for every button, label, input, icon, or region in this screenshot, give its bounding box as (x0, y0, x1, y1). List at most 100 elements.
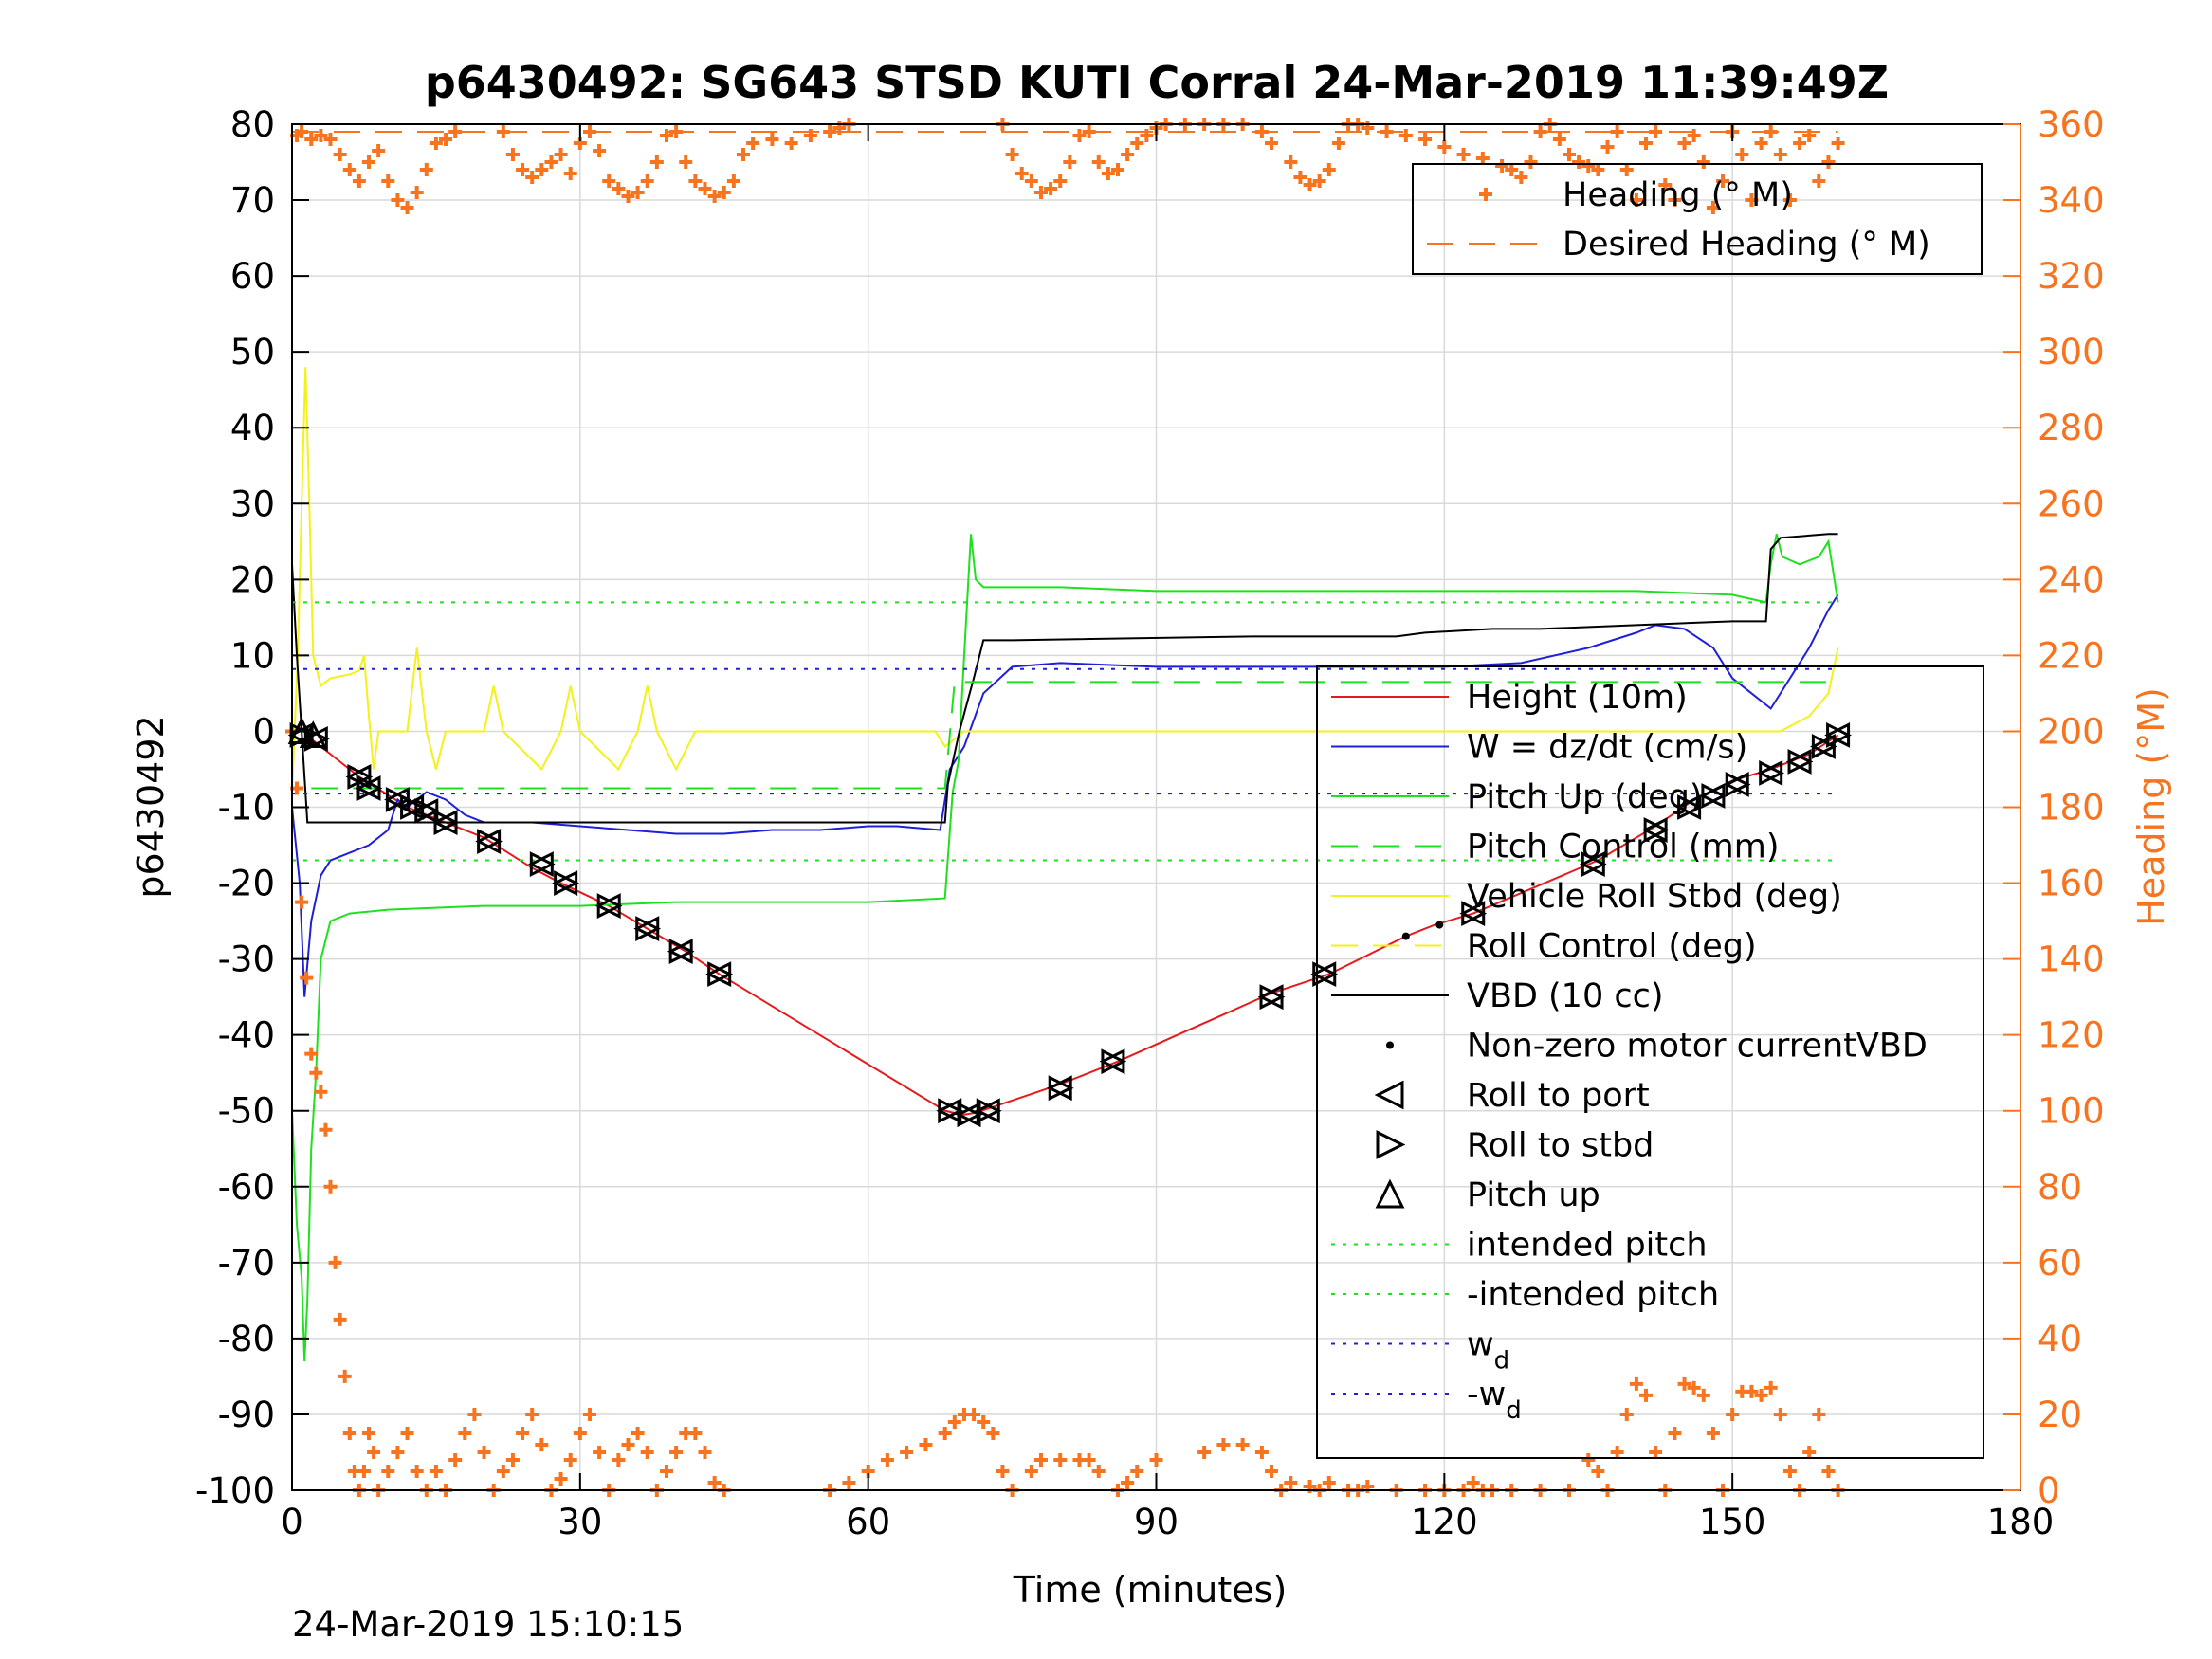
heading-point (602, 174, 616, 189)
heading-point (1716, 174, 1730, 189)
y-tick-label-right: 260 (2038, 483, 2105, 524)
heading-point (1479, 188, 1492, 201)
heading-point (1475, 152, 1490, 166)
heading-point (338, 1369, 352, 1383)
heading-point (1121, 1475, 1135, 1489)
legend-entry: W = dz/dt (cm/s) (1331, 729, 1747, 767)
heading-point (477, 1445, 491, 1459)
heading-point (1053, 174, 1068, 189)
heading-point (391, 1445, 405, 1459)
roll-to-stbd-marker (400, 794, 426, 820)
legend-label-text: VBD (10 cc) (1467, 977, 1664, 1015)
y-tick-label-left: -50 (218, 1091, 275, 1132)
heading-point (535, 1437, 549, 1451)
legend-label: Height (10m) (1467, 679, 1688, 717)
y-tick-label-left: -100 (195, 1470, 275, 1511)
roll-to-stbd-marker (707, 961, 734, 988)
heading-point (1140, 129, 1154, 143)
heading-point (1649, 1445, 1663, 1459)
heading-point (1398, 129, 1413, 143)
x-tick-label: 180 (1987, 1502, 2055, 1542)
heading-point (554, 1471, 568, 1486)
heading-point (1024, 174, 1038, 189)
legend-heading: Heading (° M) Desired Heading (° M) (1412, 163, 1983, 275)
heading-point (1600, 140, 1615, 155)
heading-point (1677, 137, 1691, 151)
y-tick-label-right: 40 (2038, 1319, 2082, 1359)
heading-point (295, 895, 309, 909)
legend-label-subscript: d (1494, 1347, 1510, 1376)
heading-point (496, 1464, 510, 1478)
y-axis-label-right: Heading (°M) (2130, 687, 2172, 926)
heading-point (1005, 148, 1019, 162)
heading-point (314, 129, 328, 143)
roll-to-stbd-marker (414, 798, 441, 824)
legend-label: VBD (10 cc) (1467, 977, 1664, 1015)
legend-entry: Non-zero motor currentVBD (1386, 1028, 1928, 1066)
heading-point (1821, 155, 1836, 170)
heading-point (1082, 125, 1096, 139)
heading-point (367, 1445, 381, 1459)
y-tick-label-left: -30 (218, 939, 275, 980)
heading-point (1265, 137, 1279, 151)
heading-point (1082, 1452, 1096, 1467)
legend-label-text: Vehicle Roll Stbd (deg) (1467, 878, 1842, 916)
heading-point (1668, 193, 1682, 208)
heading-point (1754, 1388, 1768, 1402)
legend-entry: Desired Heading (° M) (1427, 226, 1930, 264)
y-tick-label-left: -80 (218, 1319, 275, 1359)
heading-point (582, 1407, 596, 1421)
heading-point (448, 1452, 463, 1467)
series-vehicle-roll-stbd-deg (291, 367, 1839, 793)
legend-swatch (1374, 1080, 1404, 1110)
heading-point (1764, 1380, 1778, 1395)
vbd-motor-dot (1435, 921, 1444, 929)
heading-point (1572, 155, 1586, 170)
heading-point (342, 163, 356, 177)
heading-point (505, 148, 520, 162)
heading-point (1380, 125, 1394, 139)
y-tick-label-right: 100 (2038, 1091, 2105, 1132)
heading-point (1505, 163, 1519, 177)
heading-point (1821, 1464, 1836, 1478)
heading-point (1110, 163, 1124, 177)
heading-point (1322, 163, 1336, 177)
y-tick-label-left: -90 (218, 1395, 275, 1435)
heading-point (1312, 174, 1326, 189)
heading-point (1591, 1464, 1605, 1478)
legend-label: Roll to stbd (1467, 1127, 1654, 1165)
x-tick-label: 0 (281, 1502, 303, 1542)
heading-point (593, 1445, 607, 1459)
heading-point (1745, 193, 1759, 208)
heading-point (640, 174, 654, 189)
heading-point (391, 193, 405, 208)
legend-label-text: Desired Heading (° M) (1563, 226, 1930, 264)
heading-point (505, 1452, 520, 1467)
heading-point (496, 125, 510, 139)
y-tick-label-left: 80 (230, 104, 275, 145)
heading-point (300, 971, 314, 985)
heading-point (448, 125, 463, 139)
legend-label: Non-zero motor currentVBD (1467, 1028, 1928, 1066)
heading-point (669, 125, 684, 139)
roll-to-stbd-marker (635, 916, 662, 942)
y-tick-label-right: 180 (2038, 788, 2105, 829)
roll-markers (287, 717, 1852, 1128)
heading-point (640, 1445, 654, 1459)
heading-point (1629, 193, 1643, 208)
y-tick-label-right: 200 (2038, 711, 2105, 752)
heading-point (1831, 137, 1845, 151)
legend-label-text: Roll to stbd (1467, 1127, 1654, 1165)
heading-point (429, 1464, 443, 1478)
heading-point (333, 148, 347, 162)
y-tick-label-right: 0 (2038, 1470, 2060, 1511)
legend-entry: Pitch Up (deg) (1331, 778, 1703, 816)
heading-point (1668, 1426, 1682, 1440)
heading-point (669, 1445, 684, 1459)
heading-point (1754, 137, 1768, 151)
heading-point (563, 1452, 577, 1467)
heading-point (1533, 125, 1547, 139)
heading-point (1130, 1464, 1144, 1478)
y-tick-label-left: 0 (252, 711, 275, 752)
